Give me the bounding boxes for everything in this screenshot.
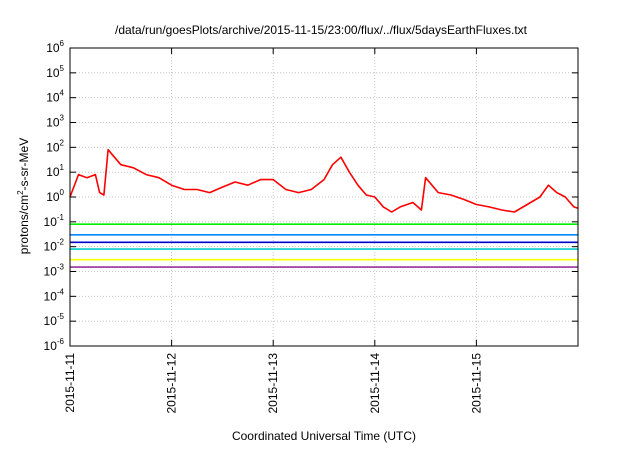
y-tick-label-exp: 4 — [60, 89, 65, 98]
y-tick-label-exp: -5 — [57, 312, 65, 321]
x-tick-label: 2015-11-12 — [165, 353, 179, 414]
grid-layer — [70, 48, 578, 346]
y-tick-label-base: 10 — [44, 289, 58, 303]
y-tick-label-exp: -4 — [57, 287, 65, 296]
y-tick-label-base: 10 — [44, 215, 58, 229]
y-tick-label-base: 10 — [46, 165, 60, 179]
y-tick-label-base: 10 — [46, 140, 60, 154]
y-tick-label-exp: 1 — [60, 163, 65, 172]
y-tick-label: 10-6 — [44, 337, 65, 353]
y-tick-label-base: 10 — [44, 339, 58, 353]
x-axis-label: Coordinated Universal Time (UTC) — [232, 429, 416, 443]
y-tick-label-exp: 2 — [60, 138, 65, 147]
y-tick-label-exp: -1 — [57, 213, 65, 222]
y-tick-label: 10-2 — [44, 238, 65, 254]
y-tick-label: 10-5 — [44, 312, 65, 328]
y-tick-label-base: 10 — [46, 116, 60, 130]
y-tick-label-base: 10 — [44, 265, 58, 279]
y-tick-label-base: 10 — [46, 41, 60, 55]
y-axis-label-prefix: protons/cm — [17, 195, 31, 254]
y-tick-label-base: 10 — [44, 314, 58, 328]
y-tick-label: 105 — [46, 64, 64, 80]
y-axis-label-sup: 2 — [16, 190, 25, 195]
y-tick-label-exp: -3 — [57, 263, 65, 272]
x-tick-label: 2015-11-11 — [63, 353, 77, 413]
y-tick-label: 106 — [46, 39, 64, 55]
y-tick-label: 10-4 — [44, 287, 65, 303]
y-tick-label-exp: 0 — [60, 188, 65, 197]
y-tick-label: 10-1 — [44, 213, 65, 229]
y-tick-label: 101 — [46, 163, 64, 179]
y-tick-label-base: 10 — [46, 190, 60, 204]
y-tick-label: 104 — [46, 89, 64, 105]
axis-layer: 10-610-510-410-310-210-11001011021031041… — [44, 39, 578, 414]
y-tick-label-exp: 3 — [60, 114, 65, 123]
y-tick-label: 10-3 — [44, 263, 65, 279]
y-tick-label-base: 10 — [44, 240, 58, 254]
y-tick-label-base: 10 — [46, 91, 60, 105]
y-tick-label: 100 — [46, 188, 64, 204]
chart-title: /data/run/goesPlots/archive/2015-11-15/2… — [115, 23, 528, 37]
x-tick-label: 2015-11-13 — [266, 353, 280, 414]
y-axis-label: protons/cm2-s-sr-MeV — [16, 138, 31, 254]
plot-frame — [69, 47, 579, 347]
y-tick-label: 103 — [46, 114, 64, 130]
y-tick-label: 102 — [46, 138, 64, 154]
y-tick-label-exp: 6 — [60, 39, 65, 48]
y-tick-label-exp: 5 — [60, 64, 65, 73]
y-tick-label-exp: -2 — [57, 238, 65, 247]
series-line-0 — [69, 148, 579, 213]
y-tick-label-base: 10 — [46, 66, 60, 80]
y-axis-label-suffix: -s-sr-MeV — [17, 138, 31, 191]
x-tick-label: 2015-11-14 — [368, 353, 382, 414]
series-layer — [69, 148, 579, 268]
y-tick-label-exp: -6 — [57, 337, 65, 346]
x-tick-label: 2015-11-15 — [469, 353, 483, 414]
